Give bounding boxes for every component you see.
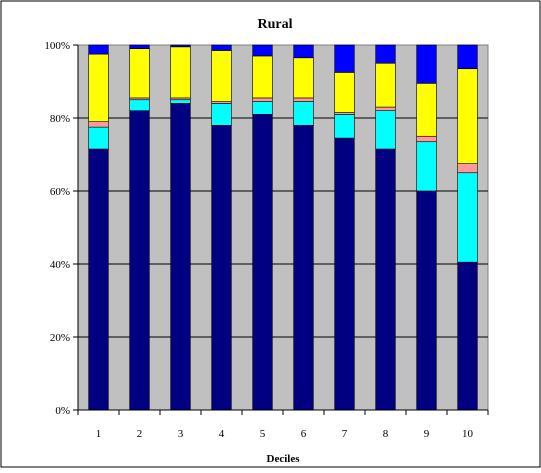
y-axis: 0% 20% 40% 60% 80% 100% (44, 40, 79, 417)
bar-stack-8 (375, 44, 396, 411)
x-tick-label: 1 (96, 428, 102, 440)
x-tick-label: 2 (137, 428, 143, 440)
bar-segment (375, 110, 396, 150)
bar-segment (457, 68, 478, 164)
bar-segment (375, 44, 396, 64)
bar-segment (375, 106, 396, 112)
bar-segment (334, 114, 355, 139)
bar-stack-4 (211, 44, 232, 411)
bar-segment (334, 44, 355, 73)
bar-segment (88, 44, 109, 55)
x-axis: 1 2 3 4 5 6 7 8 9 10 (77, 409, 489, 440)
y-tick-label: 60% (50, 186, 70, 198)
x-tick-label: 6 (301, 428, 307, 440)
bar-stack-1 (88, 44, 109, 411)
bar-segment (252, 44, 273, 57)
bar-segment (457, 261, 478, 411)
bar-segment (416, 141, 437, 192)
bar-segment (293, 44, 314, 59)
bar-segment (416, 190, 437, 411)
bar-segment (170, 46, 191, 99)
bar-segment (416, 83, 437, 137)
bar-segment (252, 114, 273, 411)
bar-segment (252, 97, 273, 102)
bar-segment (88, 126, 109, 150)
bar-segment (457, 172, 478, 263)
bar-stack-7 (334, 44, 355, 411)
bar-segment (129, 44, 150, 49)
bar-segment (129, 99, 150, 111)
bar-stack-5 (252, 44, 273, 411)
bar-segment (375, 62, 396, 108)
bar-segment (293, 101, 314, 126)
chart-title: Rural (258, 17, 293, 32)
bar-segment (375, 148, 396, 411)
bar-stack-6 (293, 44, 314, 411)
y-tick-label: 80% (50, 113, 70, 125)
bar-segment (211, 44, 232, 51)
bar-segment (88, 148, 109, 411)
x-tick-label: 5 (260, 428, 266, 440)
bar-stack-3 (170, 44, 191, 411)
bar-segment (457, 44, 478, 70)
y-tick-label: 0% (55, 405, 70, 417)
bar-stack-10 (457, 44, 478, 411)
bar-segment (252, 55, 273, 99)
x-tick-label: 7 (342, 428, 348, 440)
x-axis-label: Deciles (267, 453, 301, 465)
bar-segment (416, 44, 437, 84)
bar-segment (293, 97, 314, 102)
bar-segment (170, 103, 191, 411)
x-tick-label: 8 (383, 428, 389, 440)
bar-segment (293, 125, 314, 411)
bar-segment (170, 99, 191, 104)
bar-segment (211, 50, 232, 102)
bar-segment (211, 103, 232, 126)
bar-segment (252, 101, 273, 115)
bar-stack-2 (129, 44, 150, 411)
bar-segment (129, 48, 150, 99)
x-tick-label: 9 (424, 428, 430, 440)
x-tick-label: 4 (219, 428, 225, 440)
bar-segment (293, 57, 314, 99)
bar-segment (334, 72, 355, 113)
bar-segment (88, 121, 109, 128)
x-tick-label: 10 (462, 428, 474, 440)
bar-segment (170, 44, 191, 48)
y-tick-label: 100% (44, 40, 70, 52)
x-tick-label: 3 (178, 428, 184, 440)
bar-segment (129, 110, 150, 411)
bar-segment (457, 163, 478, 174)
y-tick-label: 20% (50, 332, 70, 344)
bar-segment (334, 137, 355, 411)
bar-stack-9 (416, 44, 437, 411)
y-tick-label: 40% (50, 259, 70, 271)
bars (88, 44, 478, 411)
bar-segment (416, 135, 437, 143)
bar-segment (211, 125, 232, 411)
bar-segment (88, 53, 109, 122)
